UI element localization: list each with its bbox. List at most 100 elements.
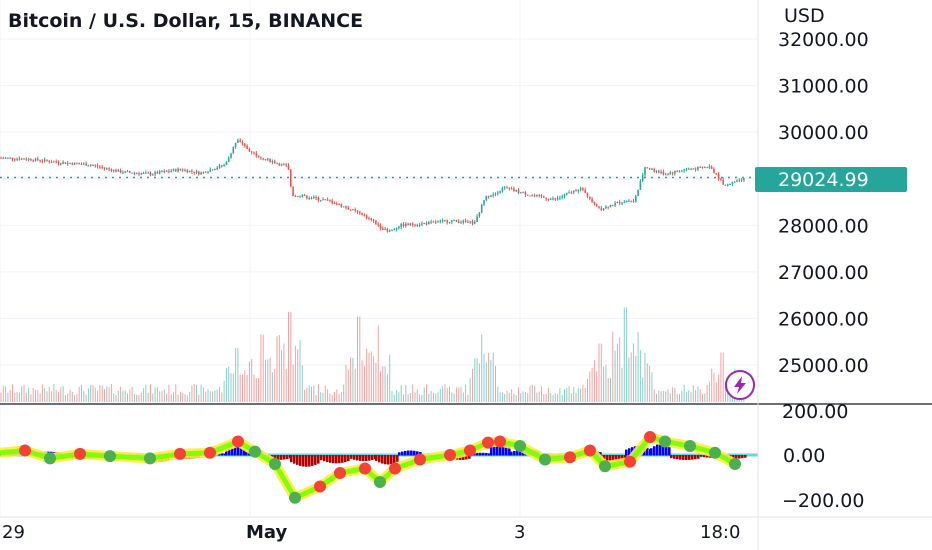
histogram-bar: [286, 455, 289, 459]
histogram-bar: [347, 455, 350, 462]
volume-bar: [651, 372, 653, 402]
candle-body: [423, 223, 425, 225]
candle-body: [94, 165, 97, 167]
volume-bar: [557, 394, 559, 402]
candle-body: [124, 171, 126, 173]
histogram-bar: [362, 455, 365, 462]
volume-bar: [350, 357, 352, 402]
volume-bar: [692, 385, 694, 402]
price-candles[interactable]: [0, 138, 745, 233]
histogram-bar: [365, 455, 368, 462]
candle-body: [393, 229, 396, 231]
volume-bar: [216, 389, 218, 402]
histogram-bar: [390, 455, 393, 465]
histogram-bar: [621, 455, 624, 460]
volume-bar: [529, 385, 531, 402]
candle-body: [444, 220, 446, 222]
histogram-bar: [650, 448, 653, 456]
volume-bar: [428, 394, 430, 402]
candle-body: [154, 172, 156, 175]
candle-body: [101, 167, 103, 169]
volume-bar: [550, 393, 552, 402]
candle-body: [156, 172, 159, 174]
volume-bar: [722, 352, 724, 402]
candle-body: [552, 198, 554, 200]
candle-body: [232, 147, 235, 154]
histogram-bar: [479, 452, 482, 456]
candle-body: [278, 163, 281, 166]
histogram-bar: [293, 455, 296, 464]
candle-body: [637, 189, 639, 196]
volume-bar: [179, 391, 181, 402]
volume-bar: [430, 390, 432, 402]
volume-bar: [60, 387, 62, 402]
candle-body: [267, 158, 269, 160]
oscillator-point: [104, 450, 116, 463]
lightning-icon[interactable]: [725, 370, 755, 400]
candle-body: [743, 178, 745, 180]
histogram-bar: [416, 451, 419, 456]
candle-body: [692, 168, 695, 170]
candle-body: [533, 195, 536, 197]
volume-bar: [554, 393, 556, 402]
candle-body: [497, 192, 499, 194]
volume-bar: [633, 343, 634, 402]
volume-bar: [621, 367, 623, 402]
candle-body: [313, 196, 315, 199]
volume-bar: [140, 392, 142, 402]
volume-bar: [347, 369, 349, 402]
volume-bar: [612, 331, 614, 402]
volume-bar: [474, 358, 476, 402]
volume-bar: [320, 392, 322, 402]
volume-bar: [18, 392, 20, 402]
candle-body: [149, 173, 152, 176]
candle-body: [685, 169, 688, 171]
volume-bar: [515, 395, 517, 402]
candle-body: [317, 197, 320, 201]
histogram-bar: [485, 453, 488, 456]
candle-body: [140, 173, 143, 175]
candle-body: [549, 198, 552, 200]
oscillator-point: [494, 435, 506, 448]
histogram-bar: [482, 452, 485, 456]
histogram-bar: [359, 455, 362, 461]
histogram-bar: [413, 450, 416, 456]
candle-body: [425, 223, 428, 225]
candle-body: [138, 173, 140, 175]
candle-body: [648, 168, 651, 170]
volume-bar: [340, 392, 342, 402]
volume-bar: [202, 387, 204, 402]
candle-body: [285, 164, 287, 166]
volume-bar: [175, 384, 177, 402]
volume-bar: [635, 355, 637, 402]
histogram-bar: [401, 451, 404, 456]
candle-body: [405, 223, 407, 227]
volume-bar: [667, 389, 669, 402]
volume-bar: [221, 392, 223, 402]
volume-bar: [53, 384, 55, 402]
volume-bar: [127, 393, 128, 402]
candle-body: [395, 228, 398, 230]
histogram-bar: [703, 455, 706, 458]
histogram-bar: [308, 455, 311, 467]
volume-bar: [504, 394, 506, 402]
candle-body: [439, 220, 442, 222]
candle-body: [609, 205, 612, 208]
candle-body: [237, 140, 239, 143]
volume-bar: [357, 316, 358, 402]
histogram-bar: [646, 447, 649, 456]
volume-bar: [67, 393, 69, 402]
candle-body: [354, 209, 356, 211]
candle-body: [687, 168, 690, 170]
candle-body: [50, 162, 53, 164]
histogram-bar: [404, 450, 407, 456]
price-axis-ticks[interactable]: 32000.00 31000.00 30000.00 28000.00 27000.00…: [778, 29, 869, 377]
volume-bar: [472, 368, 473, 402]
volume-bar: [497, 386, 499, 402]
candle-body: [701, 166, 704, 168]
histogram-bar: [732, 455, 735, 459]
candle-body: [152, 174, 154, 176]
indicator-pane[interactable]: [0, 431, 758, 504]
candle-body: [287, 165, 290, 170]
